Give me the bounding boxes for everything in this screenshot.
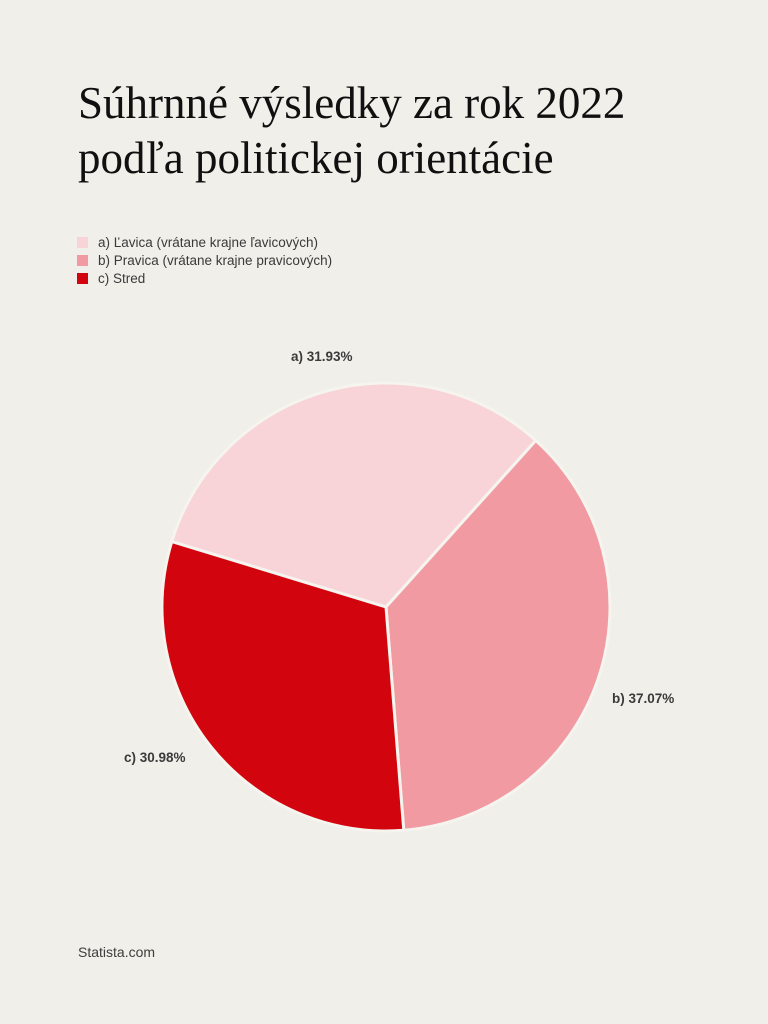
- pie-slice-b: [384, 438, 612, 832]
- pie-slice-label-pravica: b) 37.07%: [612, 691, 675, 706]
- legend-swatch-pravica-icon: [77, 254, 88, 266]
- source-attribution: Statista.com: [78, 944, 156, 960]
- legend-label-lavica: a) Ľavica (vrátane krajne ľavicových): [98, 234, 319, 250]
- chart-legend: a) Ľavica (vrátane krajne ľavicových) b)…: [77, 233, 332, 287]
- chart-title: Súhrnné výsledky za rok 2022 podľa politi…: [78, 76, 625, 186]
- legend-swatch-lavica-icon: [77, 236, 88, 248]
- chart-title-line1: Súhrnné výsledky za rok 2022: [78, 78, 626, 128]
- legend-label-pravica: b) Pravica (vrátane krajne pravicových): [98, 252, 333, 268]
- pie-chart-svg: [160, 381, 612, 833]
- legend-item-stred: c) Stred: [77, 269, 332, 287]
- chart-title-line2: podľa politickej orientácie: [78, 133, 554, 183]
- legend-swatch-stred-icon: [77, 272, 88, 284]
- pie-slice-c: [160, 540, 406, 833]
- legend-item-pravica: b) Pravica (vrátane krajne pravicových): [77, 251, 332, 269]
- pie-slice-label-lavica: a) 31.93%: [291, 349, 353, 364]
- pie-slice-label-stred: c) 30.98%: [124, 750, 186, 765]
- pie-slice-a: [170, 381, 538, 609]
- legend-label-stred: c) Stred: [98, 270, 146, 286]
- legend-item-lavica: a) Ľavica (vrátane krajne ľavicových): [77, 233, 332, 251]
